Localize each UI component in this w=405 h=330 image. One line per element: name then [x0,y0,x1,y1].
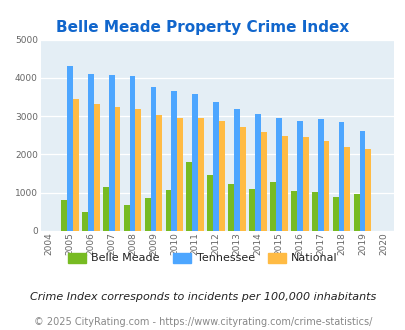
Bar [186,162,192,231]
Bar [61,200,67,231]
Bar [135,109,141,231]
Bar [114,107,120,231]
Bar [281,136,287,231]
Bar [275,118,281,231]
Bar [171,91,177,231]
Bar [249,189,254,231]
Bar [344,147,350,231]
Bar [359,131,364,231]
Bar [207,175,213,231]
Bar [94,104,99,231]
Bar [364,149,370,231]
Bar [296,121,302,231]
Bar [150,87,156,231]
Bar [219,121,224,231]
Bar [129,76,135,231]
Bar [192,94,198,231]
Bar [87,74,94,231]
Bar [234,109,239,231]
Bar [165,190,171,231]
Bar [260,132,266,231]
Bar [239,127,245,231]
Text: © 2025 CityRating.com - https://www.cityrating.com/crime-statistics/: © 2025 CityRating.com - https://www.city… [34,317,371,327]
Bar [302,137,308,231]
Bar [82,212,87,231]
Text: Belle Meade Property Crime Index: Belle Meade Property Crime Index [56,20,349,35]
Bar [317,119,323,231]
Bar [177,118,183,231]
Bar [156,115,162,231]
Bar [198,118,204,231]
Bar [290,191,296,231]
Bar [72,99,79,231]
Bar [124,205,129,231]
Bar [311,192,317,231]
Bar [144,198,150,231]
Bar [254,114,260,231]
Bar [332,197,338,231]
Bar [109,75,114,231]
Bar [67,66,72,231]
Legend: Belle Meade, Tennessee, National: Belle Meade, Tennessee, National [64,249,341,267]
Bar [269,182,275,231]
Bar [102,187,109,231]
Text: Crime Index corresponds to incidents per 100,000 inhabitants: Crime Index corresponds to incidents per… [30,292,375,302]
Bar [228,184,234,231]
Bar [338,122,344,231]
Bar [353,194,359,231]
Bar [323,141,328,231]
Bar [213,102,219,231]
